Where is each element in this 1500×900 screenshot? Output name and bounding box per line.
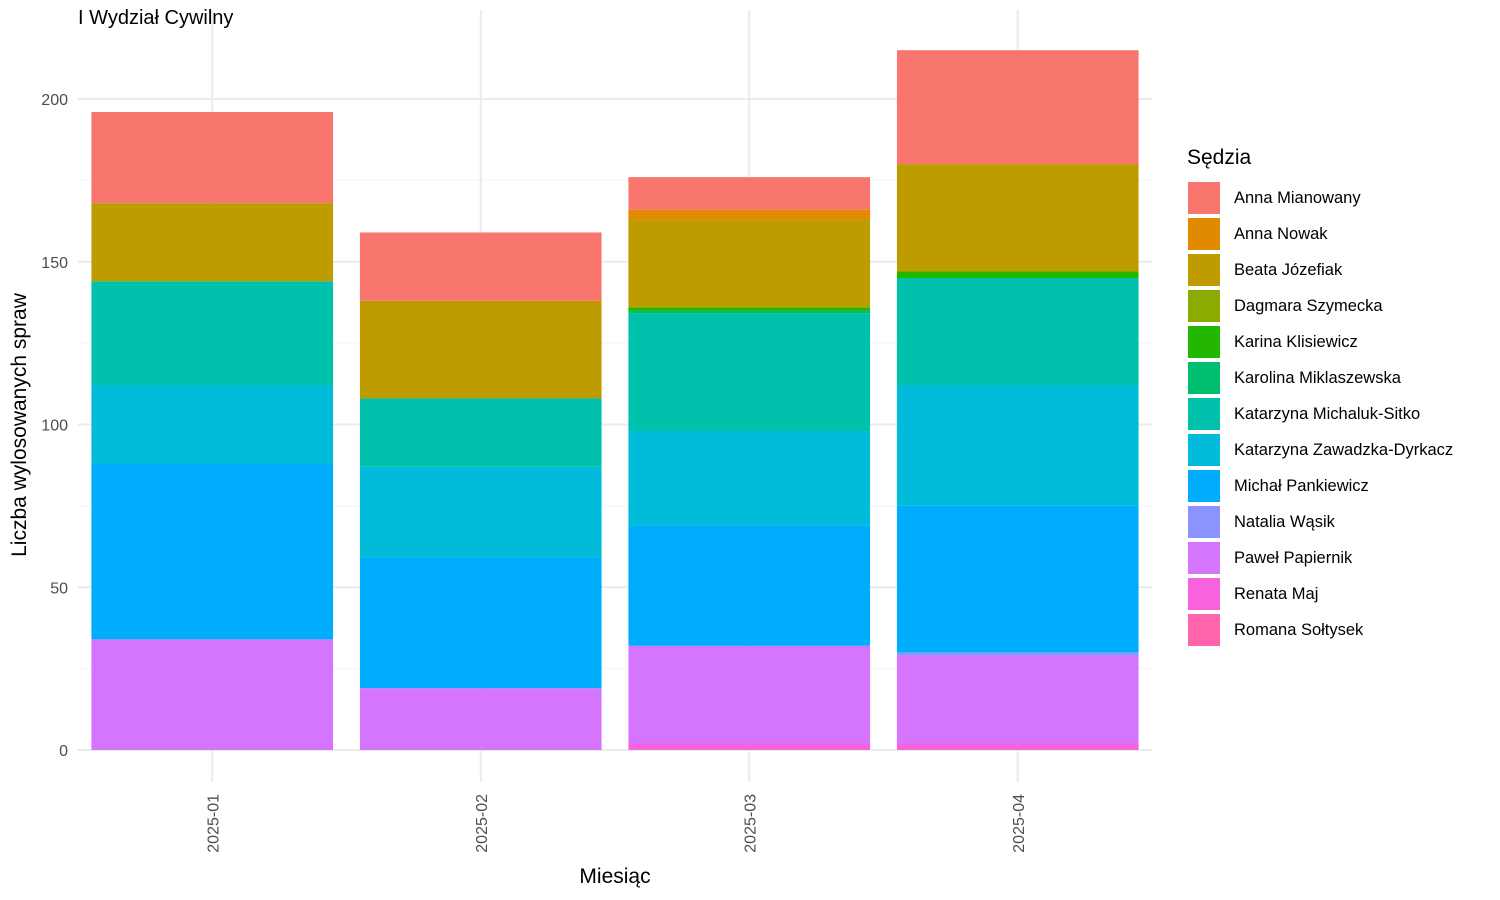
legend-swatch [1187, 433, 1221, 467]
bar-segment [628, 310, 871, 314]
legend-item: Karolina Miklaszewska [1187, 360, 1453, 396]
bar-segment [359, 232, 602, 301]
legend-label: Natalia Wąsik [1234, 512, 1335, 531]
x-tick-label: 2025-03 [742, 794, 759, 853]
legend: Sędzia Anna Mianowany Anna Nowak Beata Józ… [1187, 146, 1453, 648]
bar-segment [628, 645, 871, 744]
legend-swatch [1187, 397, 1221, 431]
bar-segment [91, 281, 334, 386]
bar-segment [896, 385, 1139, 506]
legend-item: Paweł Papiernik [1187, 540, 1453, 576]
bars [91, 50, 1139, 750]
chart-title: I Wydział Cywilny [78, 7, 234, 29]
bar-segment [896, 278, 1139, 386]
legend-swatch [1187, 541, 1221, 575]
bar-segment [628, 219, 871, 308]
legend-label: Katarzyna Michaluk-Sitko [1234, 404, 1421, 423]
legend-label: Dagmara Szymecka [1234, 296, 1383, 315]
legend-swatch [1187, 577, 1221, 611]
legend-label: Karina Klisiewicz [1234, 332, 1358, 351]
legend-item: Dagmara Szymecka [1187, 288, 1453, 324]
legend-item: Natalia Wąsik [1187, 504, 1453, 540]
legend-swatch [1187, 613, 1221, 647]
y-tick-label: 0 [59, 743, 68, 760]
legend-label: Anna Mianowany [1234, 188, 1361, 207]
bar-segment [628, 313, 871, 432]
bar-segment [359, 300, 602, 399]
legend-swatch [1187, 253, 1221, 287]
legend-swatch [1187, 325, 1221, 359]
bar-segment [896, 655, 1139, 744]
legend-label: Katarzyna Zawadzka-Dyrkacz [1234, 440, 1454, 459]
bar-segment [628, 209, 871, 220]
y-tick-label: 100 [41, 418, 68, 435]
bar-segment [91, 463, 334, 640]
bar-segment [628, 177, 871, 210]
legend-item: Katarzyna Michaluk-Sitko [1187, 396, 1453, 432]
bar-segment [91, 639, 334, 750]
legend-item: Romana Sołtysek [1187, 612, 1453, 648]
legend-label: Beata Józefiak [1234, 260, 1343, 279]
bar-segment [91, 112, 334, 204]
legend-swatch [1187, 505, 1221, 539]
x-tick-label: 2025-02 [474, 794, 491, 853]
bar-segment [628, 525, 871, 646]
bar-segment [359, 466, 602, 558]
legend-item: Karina Klisiewicz [1187, 324, 1453, 360]
legend-swatch [1187, 469, 1221, 503]
bar-segment [628, 743, 871, 750]
legend-swatch [1187, 361, 1221, 395]
y-tick-label: 150 [41, 255, 68, 272]
legend-label: Michał Pankiewicz [1234, 476, 1369, 495]
legend-title: Sędzia [1187, 146, 1252, 169]
legend-item: Anna Nowak [1187, 216, 1453, 252]
bar-segment [896, 652, 1139, 656]
legend-swatch [1187, 181, 1221, 215]
legend-label: Paweł Papiernik [1234, 548, 1353, 567]
bar-segment [896, 505, 1139, 653]
y-tick-label: 200 [41, 92, 68, 109]
legend-label: Romana Sołtysek [1234, 620, 1364, 639]
y-axis-label: Liczba wylosowanych spraw [8, 293, 31, 557]
legend-item: Michał Pankiewicz [1187, 468, 1453, 504]
bar-segment [896, 271, 1139, 279]
x-axis-label: Miesiąc [579, 865, 651, 888]
legend-items: Anna Mianowany Anna Nowak Beata Józefiak Da… [1187, 180, 1453, 648]
x-tick-label: 2025-01 [205, 794, 222, 853]
bar-segment [896, 743, 1139, 750]
legend-item: Renata Maj [1187, 576, 1453, 612]
bar-segment [628, 431, 871, 526]
tick-labels: 0 50 100 150 200 2025-01 2025-02 2025-03 2025-04 [41, 92, 1027, 853]
bar-segment [896, 50, 1139, 165]
bar-segment [91, 385, 334, 464]
legend-label: Anna Nowak [1234, 224, 1328, 243]
y-tick-label: 50 [50, 580, 68, 597]
bar-segment [359, 557, 602, 689]
bar-segment [359, 688, 602, 750]
legend-item: Anna Mianowany [1187, 180, 1453, 216]
x-tick-label: 2025-04 [1011, 794, 1028, 853]
legend-swatch [1187, 289, 1221, 323]
legend-item: Katarzyna Zawadzka-Dyrkacz [1187, 432, 1453, 468]
legend-label: Renata Maj [1234, 584, 1319, 603]
legend-item: Beata Józefiak [1187, 252, 1453, 288]
bar-segment [628, 307, 871, 311]
legend-swatch [1187, 217, 1221, 251]
bar-segment [896, 164, 1139, 272]
bar-segment [359, 398, 602, 467]
legend-label: Karolina Miklaszewska [1234, 368, 1401, 387]
bar-segment [91, 203, 334, 282]
